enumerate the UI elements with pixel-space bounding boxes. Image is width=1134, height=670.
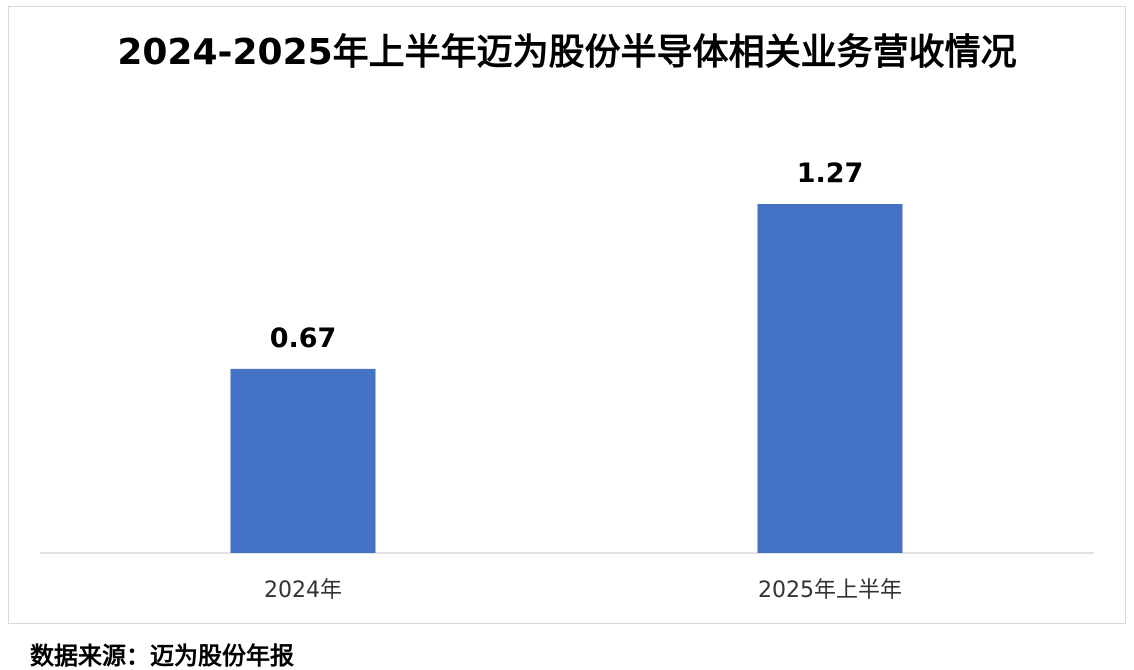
category-label-1: 2024年: [264, 578, 342, 603]
category-label-2: 2025年上半年: [758, 578, 902, 603]
bar-2: [757, 204, 903, 553]
bar-1: [230, 368, 376, 553]
data-label-2: 1.27: [797, 158, 864, 189]
chart-title: 2024-2025年上半年迈为股份半导体相关业务营收情况: [117, 32, 1017, 73]
data-label-1: 0.67: [270, 323, 337, 354]
bars-layer: 0.67 2024年 1.27 2025年上半年: [230, 158, 903, 603]
data-source: 数据来源：迈为股份年报: [30, 642, 294, 670]
chart-frame: [8, 6, 1126, 624]
